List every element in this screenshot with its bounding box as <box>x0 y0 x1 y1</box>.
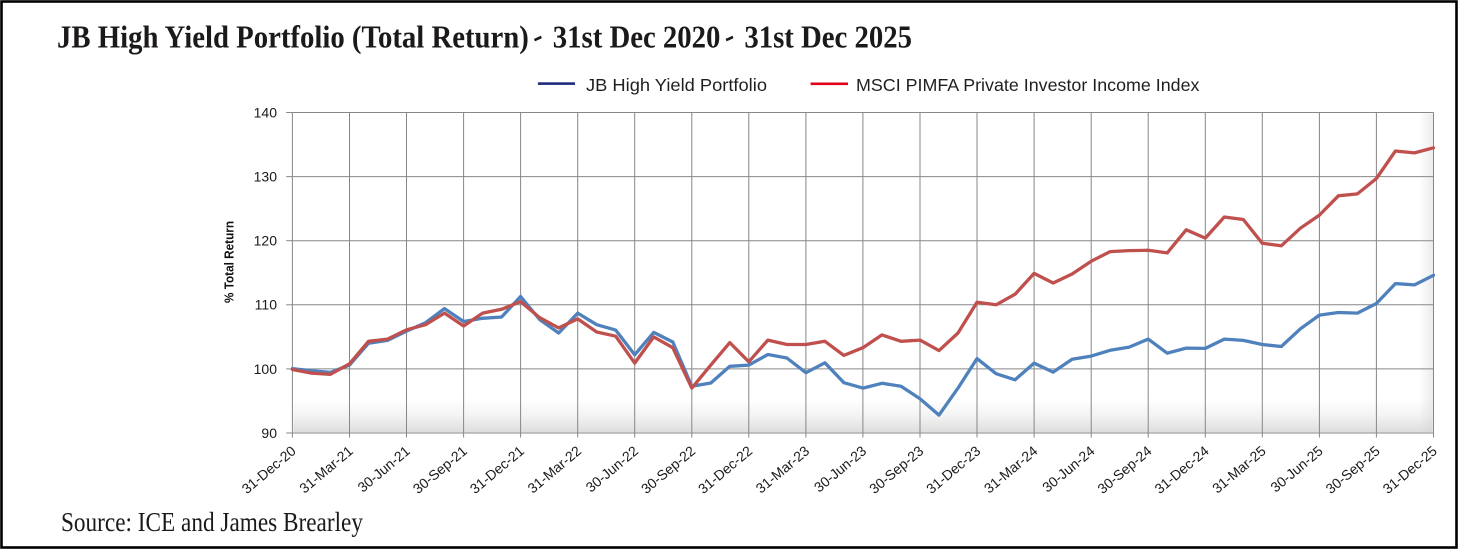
svg-text:30-Jun-21: 30-Jun-21 <box>354 442 413 495</box>
svg-text:31-Mar-24: 31-Mar-24 <box>981 442 1041 496</box>
svg-text:% Total Return: % Total Return <box>223 221 237 303</box>
svg-text:100: 100 <box>254 361 278 377</box>
svg-text:31-Mar-22: 31-Mar-22 <box>524 442 584 496</box>
svg-text:Source: ICE and James Brearley: Source: ICE and James Brearley <box>61 507 363 537</box>
svg-text:31-Mar-21: 31-Mar-21 <box>296 442 356 496</box>
svg-text:31-Dec-24: 31-Dec-24 <box>1151 442 1212 496</box>
svg-text:31-Dec-21: 31-Dec-21 <box>467 442 528 496</box>
svg-text:31-Dec-20: 31-Dec-20 <box>238 442 299 496</box>
svg-text:31-Dec-25: 31-Dec-25 <box>1380 442 1441 496</box>
svg-text:JB High Yield Portfolio (Total: JB High Yield Portfolio (Total Return) -… <box>57 17 912 54</box>
svg-text:120: 120 <box>254 233 278 249</box>
svg-text:JB High Yield Portfolio: JB High Yield Portfolio <box>586 75 767 95</box>
svg-text:30-Jun-25: 30-Jun-25 <box>1267 442 1326 495</box>
svg-text:31-Mar-23: 31-Mar-23 <box>753 442 813 496</box>
svg-text:30-Sep-23: 30-Sep-23 <box>866 442 927 496</box>
svg-text:30-Jun-24: 30-Jun-24 <box>1039 442 1098 495</box>
svg-text:30-Sep-25: 30-Sep-25 <box>1322 442 1383 496</box>
svg-text:30-Jun-22: 30-Jun-22 <box>583 442 642 495</box>
svg-text:MSCI PIMFA Private Investor In: MSCI PIMFA Private Investor Income Index <box>856 75 1200 95</box>
svg-text:110: 110 <box>255 297 278 313</box>
svg-text:31-Mar-25: 31-Mar-25 <box>1209 442 1269 496</box>
svg-text:31-Dec-22: 31-Dec-22 <box>695 442 756 496</box>
svg-text:30-Sep-21: 30-Sep-21 <box>410 442 471 496</box>
svg-text:31-Dec-23: 31-Dec-23 <box>923 442 984 496</box>
svg-text:30-Sep-24: 30-Sep-24 <box>1094 442 1155 496</box>
svg-text:30-Jun-23: 30-Jun-23 <box>811 442 870 495</box>
svg-text:140: 140 <box>254 104 278 120</box>
svg-text:90: 90 <box>261 425 277 441</box>
svg-text:30-Sep-22: 30-Sep-22 <box>638 442 699 496</box>
svg-text:130: 130 <box>254 169 278 185</box>
